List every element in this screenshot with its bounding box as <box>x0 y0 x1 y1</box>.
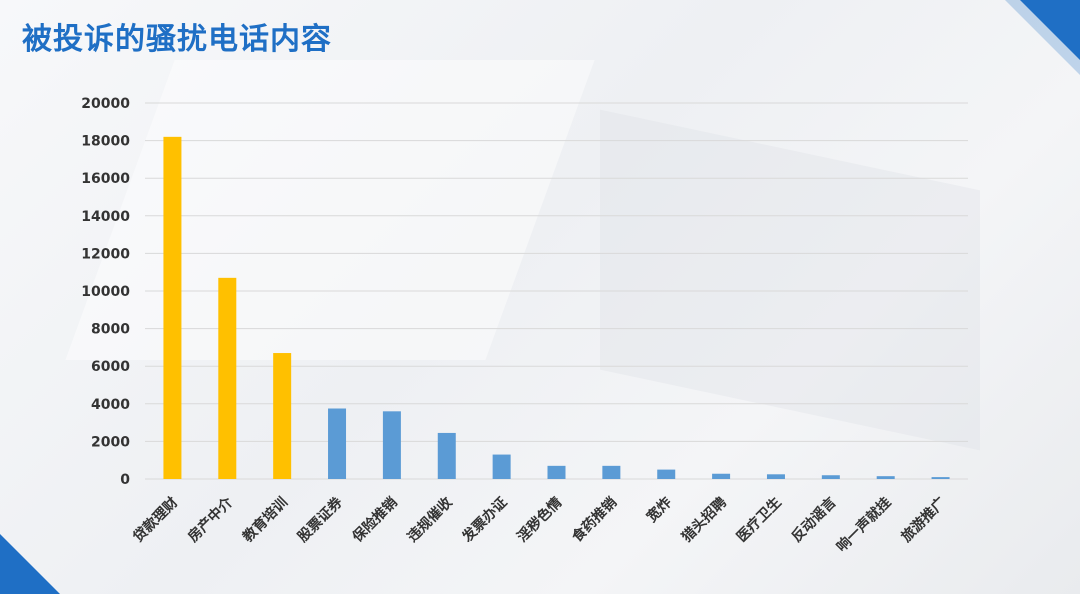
y-tick-label: 16000 <box>81 171 130 187</box>
bar <box>821 475 840 479</box>
x-tick-label: 发票办证 <box>458 494 510 546</box>
bar <box>657 469 676 479</box>
bar <box>218 277 237 479</box>
x-tick-label: 猎头招聘 <box>678 494 730 546</box>
x-tick-label: 宽炸 <box>643 494 675 526</box>
x-tick-label: 旅游推广 <box>898 494 950 546</box>
x-tick-label: 响一声就挂 <box>833 494 895 556</box>
page-title: 被投诉的骚扰电话内容 <box>22 22 332 57</box>
y-tick-label: 8000 <box>91 322 130 338</box>
y-tick-label: 10000 <box>81 284 130 300</box>
x-tick-label: 反动谣言 <box>788 494 840 546</box>
grid-lines <box>145 102 968 480</box>
y-tick-label: 12000 <box>81 246 130 262</box>
x-tick-label: 医疗卫生 <box>733 494 785 546</box>
bars <box>163 136 950 479</box>
x-tick-label: 股票证券 <box>294 493 346 545</box>
x-tick-label: 房产中介 <box>185 493 237 545</box>
bar <box>931 477 950 479</box>
bar <box>437 432 456 479</box>
x-tick-label: 淫秽色情 <box>514 494 566 546</box>
bar <box>876 476 895 479</box>
y-tick-label: 6000 <box>91 359 130 375</box>
y-tick-label: 18000 <box>81 134 130 150</box>
bar <box>328 408 347 479</box>
x-tick-label: 违规催收 <box>404 493 456 545</box>
y-tick-label: 14000 <box>81 209 130 225</box>
x-tick-label: 保险推销 <box>348 494 400 546</box>
x-tick-label: 教育培训 <box>239 494 291 546</box>
bar <box>712 473 731 479</box>
bar <box>163 136 182 479</box>
bar <box>273 353 292 479</box>
y-tick-label: 2000 <box>91 434 130 450</box>
x-axis-labels: 贷款理财 房产中介 教育培训 股票证券 保险推销 违规催收 发票办证 淫秽色情 食药推销 宽炸 猎头… <box>130 493 950 555</box>
y-tick-label: 4000 <box>91 397 130 413</box>
y-tick-label: 20000 <box>81 96 130 112</box>
bar <box>602 465 621 479</box>
x-tick-label: 贷款理财 <box>130 494 182 546</box>
bar <box>766 474 785 479</box>
y-tick-label: 0 <box>120 472 130 488</box>
bar <box>382 411 401 479</box>
bar <box>492 454 511 479</box>
y-axis-ticks: 0 2000 4000 6000 8000 10000 12000 14000 16000 180… <box>81 96 130 488</box>
bar <box>547 465 566 479</box>
x-tick-label: 食药推销 <box>569 494 621 546</box>
